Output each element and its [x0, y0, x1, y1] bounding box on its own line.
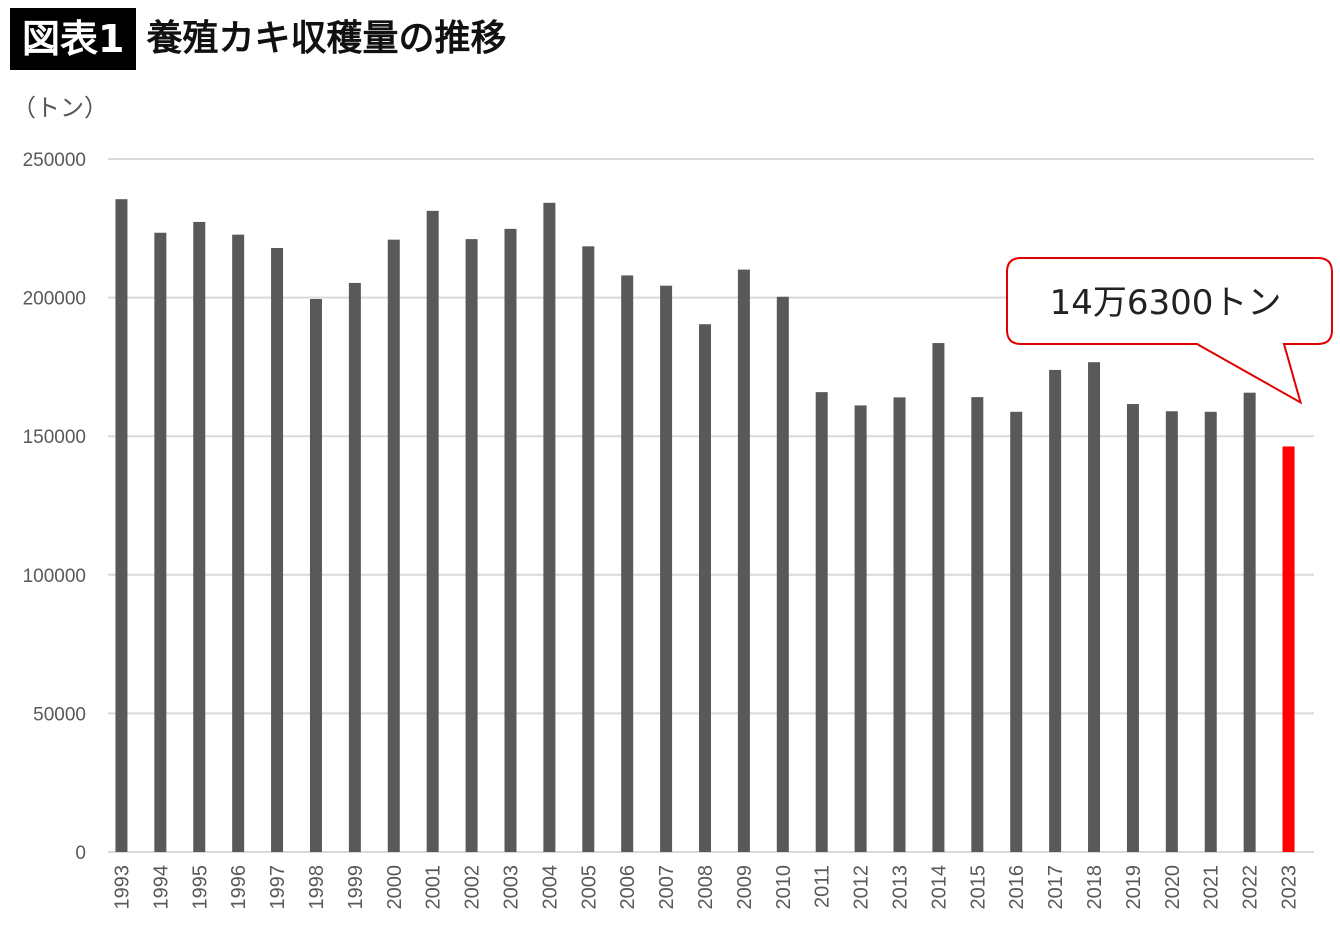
x-tick-label: 2002: [462, 865, 484, 910]
x-tick-label: 2012: [851, 865, 873, 910]
bar: [699, 324, 711, 853]
x-tick-label: 1999: [345, 865, 367, 910]
figure-badge: 図表1: [10, 8, 137, 70]
x-tick-label: 1993: [111, 865, 133, 910]
x-tick-label: 2014: [928, 865, 950, 910]
bar: [193, 221, 206, 853]
bar: [115, 199, 128, 853]
bar: [1204, 411, 1217, 852]
bar: [1049, 369, 1062, 852]
x-tick-label: 2011: [812, 865, 834, 908]
bar: [387, 239, 400, 852]
bar: [621, 275, 634, 852]
y-tick-label: 100000: [23, 566, 86, 587]
x-tick-label: 2005: [578, 865, 600, 910]
bar: [1243, 392, 1256, 852]
bar: [1010, 411, 1023, 852]
bar: [232, 234, 245, 852]
y-tick-label: 50000: [33, 704, 86, 725]
bar: [893, 397, 906, 852]
bar: [776, 296, 789, 852]
x-tick-label: 2001: [423, 865, 445, 910]
highlighted-bar: [1282, 446, 1295, 852]
bar: [1165, 411, 1178, 852]
bar: [309, 298, 322, 853]
bar: [154, 232, 167, 852]
callout-text: 14万6300トン: [1050, 283, 1282, 323]
x-tick-label: 2015: [967, 865, 989, 910]
bar: [1088, 362, 1101, 852]
y-tick-label: 200000: [23, 289, 86, 310]
x-tick-label: 2019: [1123, 865, 1145, 910]
bar: [348, 282, 361, 852]
bar: [815, 392, 828, 852]
bar: [582, 246, 595, 852]
bar: [854, 405, 867, 852]
x-tick-label: 1994: [150, 865, 172, 910]
bar: [971, 397, 984, 852]
y-tick-label: 250000: [23, 150, 86, 171]
chart-title: 養殖カキ収穫量の推移: [146, 18, 507, 59]
callout-bubble: [1006, 257, 1333, 405]
y-tick-label: 0: [75, 843, 86, 864]
x-tick-label: 2008: [695, 865, 717, 910]
bar: [932, 343, 945, 852]
x-tick-label: 2006: [617, 865, 639, 910]
bar: [737, 269, 750, 853]
x-tick-label: 2003: [500, 865, 522, 910]
bar: [465, 239, 478, 853]
x-tick-label: 2018: [1084, 865, 1106, 910]
x-tick-label: 1995: [189, 865, 211, 910]
x-tick-label: 2016: [1006, 865, 1028, 910]
x-tick-label: 2007: [656, 865, 678, 910]
x-tick-label: 2000: [384, 865, 406, 910]
bar: [1126, 404, 1139, 852]
y-axis-unit-label: （トン）: [12, 94, 108, 122]
x-tick-label: 2009: [734, 865, 756, 910]
x-tick-label: 2017: [1045, 865, 1067, 910]
x-tick-label: 2022: [1240, 865, 1262, 910]
bar: [543, 202, 556, 852]
x-tick-label: 2023: [1279, 865, 1301, 910]
x-tick-label: 2010: [773, 865, 795, 910]
bar: [504, 228, 517, 853]
x-tick-label: 1997: [267, 865, 289, 910]
bar: [660, 285, 673, 852]
x-tick-label: 2020: [1162, 865, 1184, 910]
x-tick-label: 1996: [228, 865, 250, 910]
x-tick-label: 1998: [306, 865, 328, 910]
x-tick-label: 2013: [890, 865, 912, 910]
y-tick-label: 150000: [23, 427, 86, 448]
bar: [426, 210, 439, 852]
chart-title-block: 図表1 養殖カキ収穫量の推移: [10, 8, 506, 70]
x-tick-label: 2004: [539, 865, 561, 910]
x-tick-label: 2021: [1201, 865, 1223, 910]
bar: [271, 247, 284, 852]
